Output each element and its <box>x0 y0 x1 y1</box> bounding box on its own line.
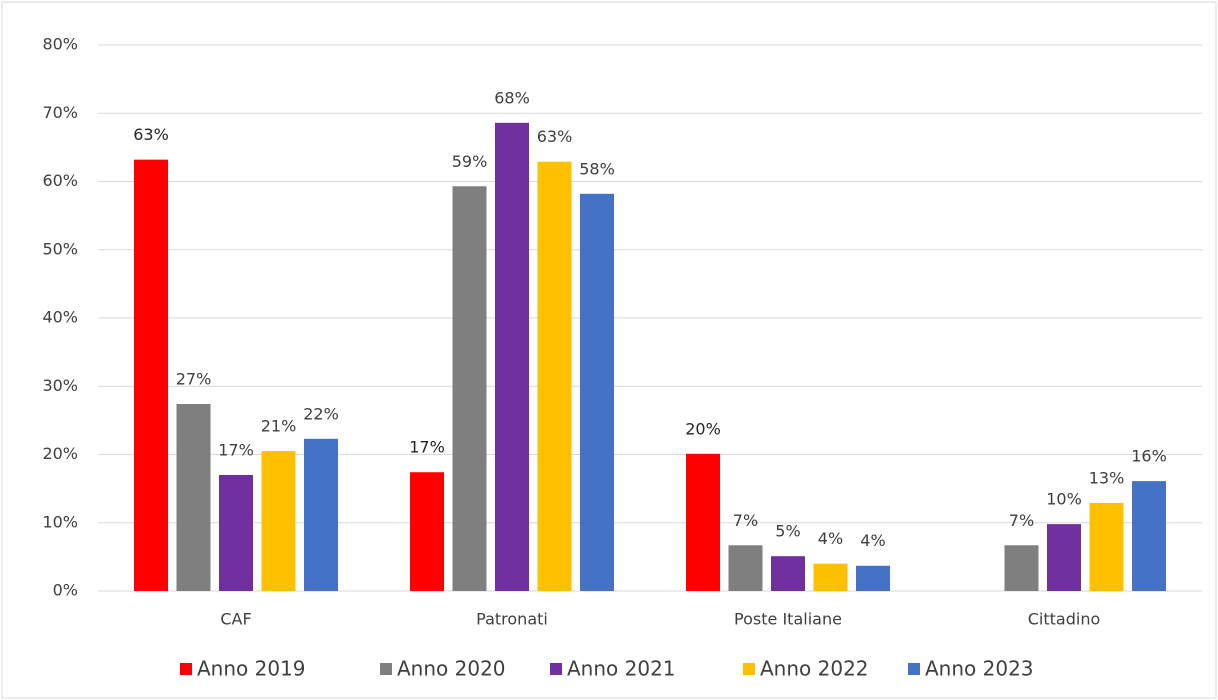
bar <box>134 159 168 591</box>
bar <box>1004 545 1039 591</box>
bar <box>813 563 848 591</box>
data-label: 68% <box>494 88 530 107</box>
legend-swatch <box>908 663 920 675</box>
bar <box>1132 481 1166 591</box>
bar <box>686 453 720 591</box>
y-tick-label: 50% <box>42 239 78 258</box>
legend-label: Anno 2023 <box>925 657 1034 681</box>
x-tick-label: Patronati <box>476 610 548 629</box>
bar <box>580 193 614 591</box>
data-label: 13% <box>1089 468 1125 487</box>
data-label: 10% <box>1046 490 1082 509</box>
data-label: 21% <box>261 417 297 436</box>
bar <box>495 122 529 592</box>
data-label: 4% <box>860 531 885 550</box>
y-tick-label: 60% <box>42 171 78 190</box>
bar <box>728 545 763 591</box>
data-label: 58% <box>579 159 615 178</box>
x-tick-label: CAF <box>220 610 251 629</box>
data-label: 22% <box>303 404 339 423</box>
y-tick-label: 20% <box>42 444 78 463</box>
data-label: 5% <box>775 522 800 541</box>
bar <box>1089 502 1124 591</box>
bar <box>537 161 572 591</box>
bar <box>771 556 805 591</box>
bar <box>856 565 890 591</box>
x-tick-label: Cittadino <box>1028 610 1101 629</box>
bar <box>219 474 253 591</box>
y-tick-label: 10% <box>42 512 78 531</box>
y-tick-label: 80% <box>42 35 78 54</box>
data-label: 27% <box>176 369 212 388</box>
data-label: 63% <box>133 125 169 144</box>
data-label: 17% <box>218 440 254 459</box>
legend-label: Anno 2021 <box>567 657 676 681</box>
data-label: 7% <box>1009 511 1034 530</box>
legend-swatch <box>380 663 392 675</box>
data-label: 16% <box>1131 447 1167 466</box>
bar <box>261 451 296 591</box>
y-tick-label: 40% <box>42 308 78 327</box>
bar <box>452 186 487 591</box>
bar <box>1047 524 1081 591</box>
data-label: 20% <box>685 419 721 438</box>
legend-label: Anno 2020 <box>397 657 506 681</box>
legend-swatch <box>550 663 562 675</box>
legend-swatch <box>180 663 192 675</box>
data-label: 63% <box>537 127 573 146</box>
x-tick-label: Poste Italiane <box>734 610 842 629</box>
data-label: 17% <box>409 438 445 457</box>
y-tick-label: 70% <box>42 103 78 122</box>
y-tick-label: 30% <box>42 376 78 395</box>
y-tick-label: 0% <box>53 581 78 600</box>
data-label: 4% <box>818 529 843 548</box>
bar <box>304 438 338 591</box>
legend-swatch <box>743 663 755 675</box>
legend-label: Anno 2019 <box>197 657 306 681</box>
bar <box>176 403 211 591</box>
data-label: 7% <box>733 511 758 530</box>
bar <box>410 472 444 591</box>
legend-label: Anno 2022 <box>760 657 869 681</box>
data-label: 59% <box>452 152 488 171</box>
